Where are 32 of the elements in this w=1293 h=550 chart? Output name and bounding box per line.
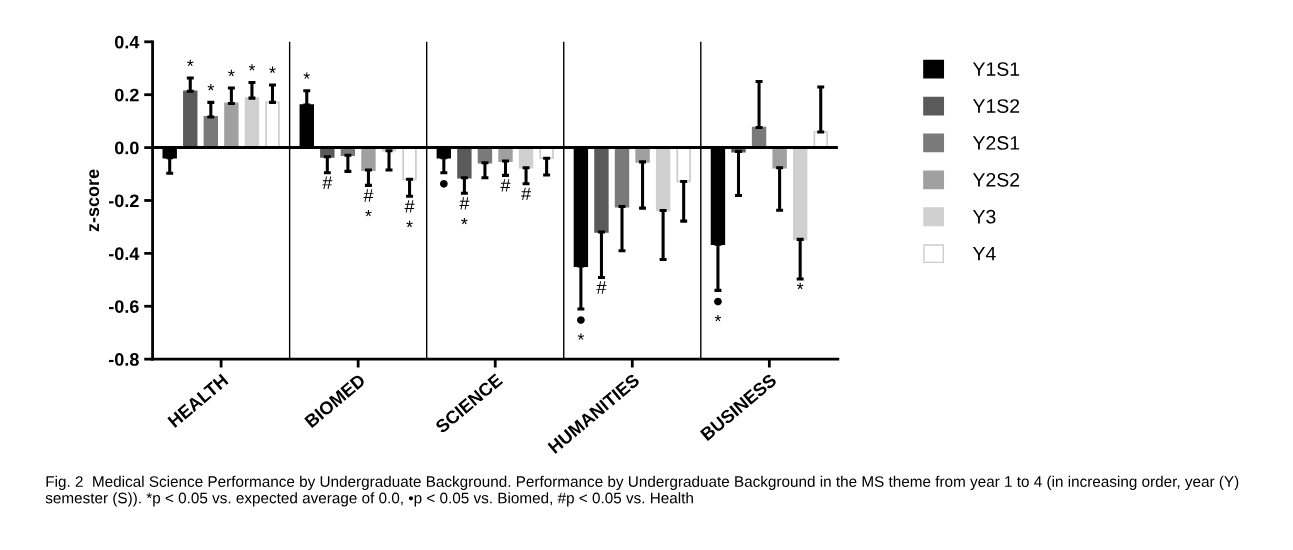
data-label: ● * [577,316,585,340]
data-label: * [303,72,310,79]
legend-label: Y3 [972,209,996,224]
legend-label: Y4 [972,246,996,261]
data-label: ● * [714,297,722,322]
y-tick-label: -0.4 [108,247,140,261]
data-label: # * [459,197,470,225]
y-tick-label: -0.6 [108,300,139,313]
data-label: # [322,176,333,189]
data-label: # * [404,200,415,228]
y-axis-title: z-score [89,169,100,232]
legend-label: Y2S1 [972,136,1020,150]
legend-label: Y1S2 [972,99,1020,113]
data-label: # [521,187,531,201]
y-tick-label: 0.2 [115,88,139,102]
data-label: # [596,281,607,294]
y-tick-label: -0.2 [108,194,139,208]
legend-label: Y1S1 [972,62,1020,77]
data-label: # [500,179,511,192]
legend-label: Y2S2 [972,172,1020,187]
data-label: * [796,282,804,290]
data-label: * [207,84,215,91]
y-tick-label: 0.4 [115,35,140,49]
data-label: * [269,66,276,73]
y-tick-label: -0.8 [108,353,139,366]
data-label: * [228,69,235,77]
data-label: * [187,59,194,67]
y-tick-label: 0.0 [115,141,139,155]
caption: Fig. 2 Medical Science Performance by Undergraduate Background. Performance by Undergraduate Background in the MS theme from year 1 to 4 (in increasing order, year (Y) semester (S)). *p < 0.05 vs. expected average of 0.0, •p < 0.05 vs. Biomed, #p < 0.05 vs. Health [45,475,1239,507]
data-label: * [248,64,256,71]
data-label: # * [363,189,374,217]
data-label: ● [439,179,448,188]
